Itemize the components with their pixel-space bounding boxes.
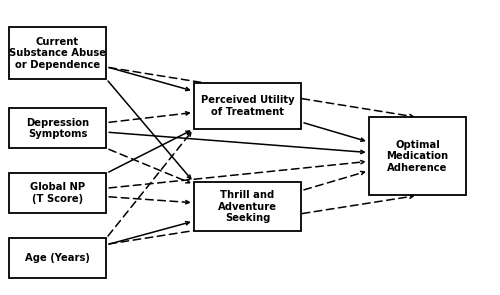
Text: Thrill and
Adventure
Seeking: Thrill and Adventure Seeking [218, 190, 277, 223]
FancyBboxPatch shape [368, 117, 466, 196]
Text: Age (Years): Age (Years) [25, 253, 90, 263]
Text: Depression
Symptoms: Depression Symptoms [26, 117, 89, 139]
FancyBboxPatch shape [9, 238, 106, 278]
FancyBboxPatch shape [194, 83, 301, 129]
Text: Current
Substance Abuse
or Dependence: Current Substance Abuse or Dependence [9, 37, 106, 70]
Text: Perceived Utility
of Treatment: Perceived Utility of Treatment [200, 95, 294, 117]
FancyBboxPatch shape [9, 109, 106, 148]
FancyBboxPatch shape [9, 27, 106, 79]
Text: Optimal
Medication
Adherence: Optimal Medication Adherence [386, 140, 448, 173]
FancyBboxPatch shape [194, 182, 301, 231]
Text: Global NP
(T Score): Global NP (T Score) [30, 182, 85, 204]
FancyBboxPatch shape [9, 173, 106, 213]
